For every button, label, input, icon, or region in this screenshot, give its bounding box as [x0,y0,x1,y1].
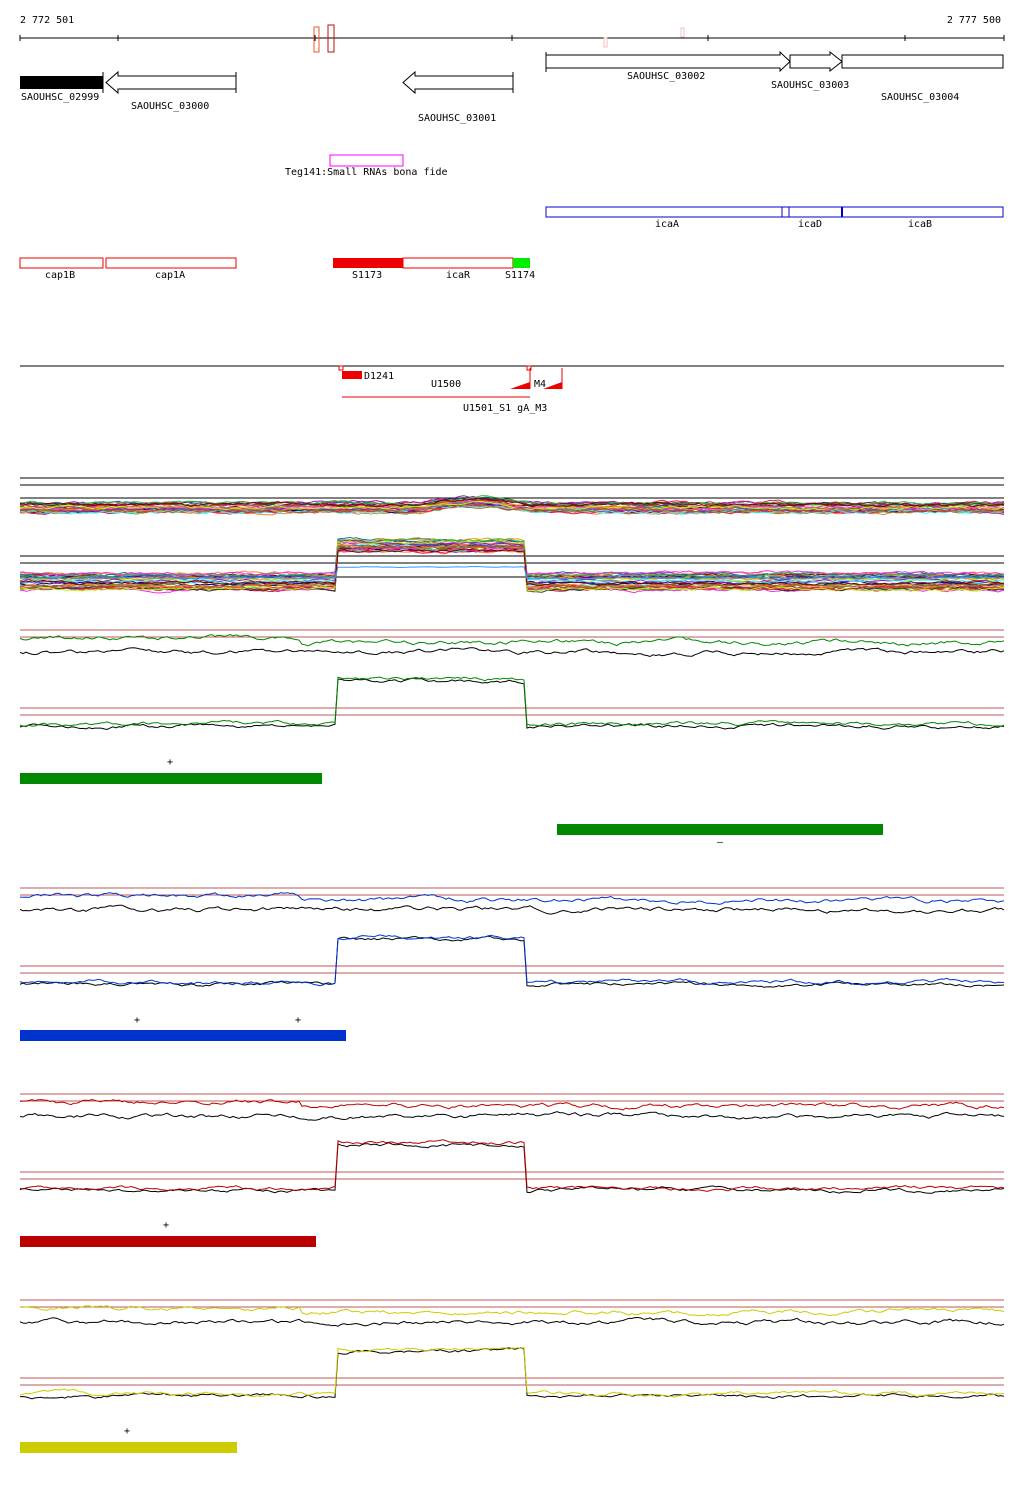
site-marker [327,24,335,53]
expression-line [19,497,1005,508]
signal-line-control [19,647,1005,658]
signal-line [19,1098,1005,1111]
feature-S1173[interactable] [333,258,403,268]
feature-icaR[interactable] [402,257,514,269]
ruler-end: 2 777 500 [947,15,1001,26]
ica-label: icaB [908,219,932,230]
expression-line [19,548,1005,587]
transcript-label: U1501_S1 gA_M3 [463,403,547,414]
expression-line [19,504,1005,514]
feature-label: S1174 [505,270,535,281]
transcript-label: M4 [534,379,546,390]
transcript-D1241[interactable] [342,371,362,379]
gene-SAOUHSC_03002[interactable] [545,50,791,73]
strand-marker: – [717,837,724,848]
gene-label: SAOUHSC_03001 [418,113,496,124]
feature-label: icaR [446,270,471,281]
gene-label: SAOUHSC_02999 [21,92,99,103]
segment-bar[interactable] [20,1442,237,1453]
gene-SAOUHSC_03003[interactable] [789,50,843,73]
signal-line [19,1346,1005,1398]
feature-label: cap1A [155,270,185,281]
signal-line [19,634,1005,647]
ica-label: icaD [798,219,822,230]
signal-line-control [19,904,1005,915]
strand-marker: + [163,1220,169,1231]
expression-line [19,565,1005,580]
condition-tracks: +–+ +++ [19,629,1005,1453]
segment-bar[interactable] [20,773,322,784]
condition-track: + [19,1299,1005,1453]
srna-label: Teg141:Small RNAs bona fide [285,167,448,178]
segment-bar[interactable] [20,1236,316,1247]
signal-line [19,934,1005,987]
feature-cap1B[interactable] [19,257,104,269]
ica-label: icaA [655,219,679,230]
expression-line [19,499,1005,511]
gene-label: SAOUHSC_03004 [881,92,959,103]
gene-label: SAOUHSC_03002 [627,71,705,82]
transcript-label: D1241 [364,371,394,382]
signal-line-control [19,677,1005,731]
signal-line-control [19,1142,1005,1194]
gene-SAOUHSC_02999[interactable] [20,76,103,89]
feature-S1174[interactable] [513,258,530,268]
expression-overview-track [19,477,1005,594]
expression-line [19,545,1005,589]
srna-Teg141[interactable] [329,154,404,167]
signal-line-control [19,1111,1005,1121]
signal-line-control [19,1347,1005,1400]
signal-line [19,892,1005,905]
strand-marker: + [134,1015,140,1026]
segment-bar[interactable] [557,824,883,835]
transcript-label: U1500 [431,379,461,390]
signal-line [20,1304,1005,1317]
signal-line [19,676,1005,728]
expression-line [19,549,1005,578]
feature-track: cap1B cap1A S1173 icaR S1174 [19,257,535,281]
coordinate-ruler: 2 772 501 2 777 500 [19,15,1005,53]
condition-track: + + [19,887,1005,1041]
strand-marker: + [295,1015,301,1026]
gene-SAOUHSC_03000[interactable] [105,70,237,95]
condition-track: +– [19,629,1005,848]
feature-label: S1173 [352,270,382,281]
strand-marker: + [124,1426,130,1437]
ruler-start: 2 772 501 [20,15,74,26]
ica-track: icaA icaD icaB [545,206,1004,230]
site-marker [313,26,320,53]
expression-line [19,495,1005,507]
segment-bar[interactable] [20,1030,346,1041]
expression-line [19,540,1005,592]
gene-label: SAOUHSC_03003 [771,80,849,91]
signal-line-control [19,935,1005,988]
gene-SAOUHSC_03004[interactable] [841,54,1004,69]
expression-line [19,537,1005,579]
signal-line [19,1139,1005,1192]
gene-SAOUHSC_03001[interactable] [402,70,514,95]
gene-track: SAOUHSC_02999 SAOUHSC_03000 SAOUHSC_0300… [20,50,1004,124]
expression-line [19,505,1005,515]
gene-label: SAOUHSC_03000 [131,101,209,112]
strand-marker: + [167,757,173,768]
transcript-track: D1241 U1500 U1501_S1 gA_M3 M4 [20,365,1004,414]
feature-label: cap1B [45,270,75,281]
condition-track: + [19,1093,1005,1247]
feature-cap1A[interactable] [105,257,237,269]
signal-line-control [19,1316,1005,1327]
